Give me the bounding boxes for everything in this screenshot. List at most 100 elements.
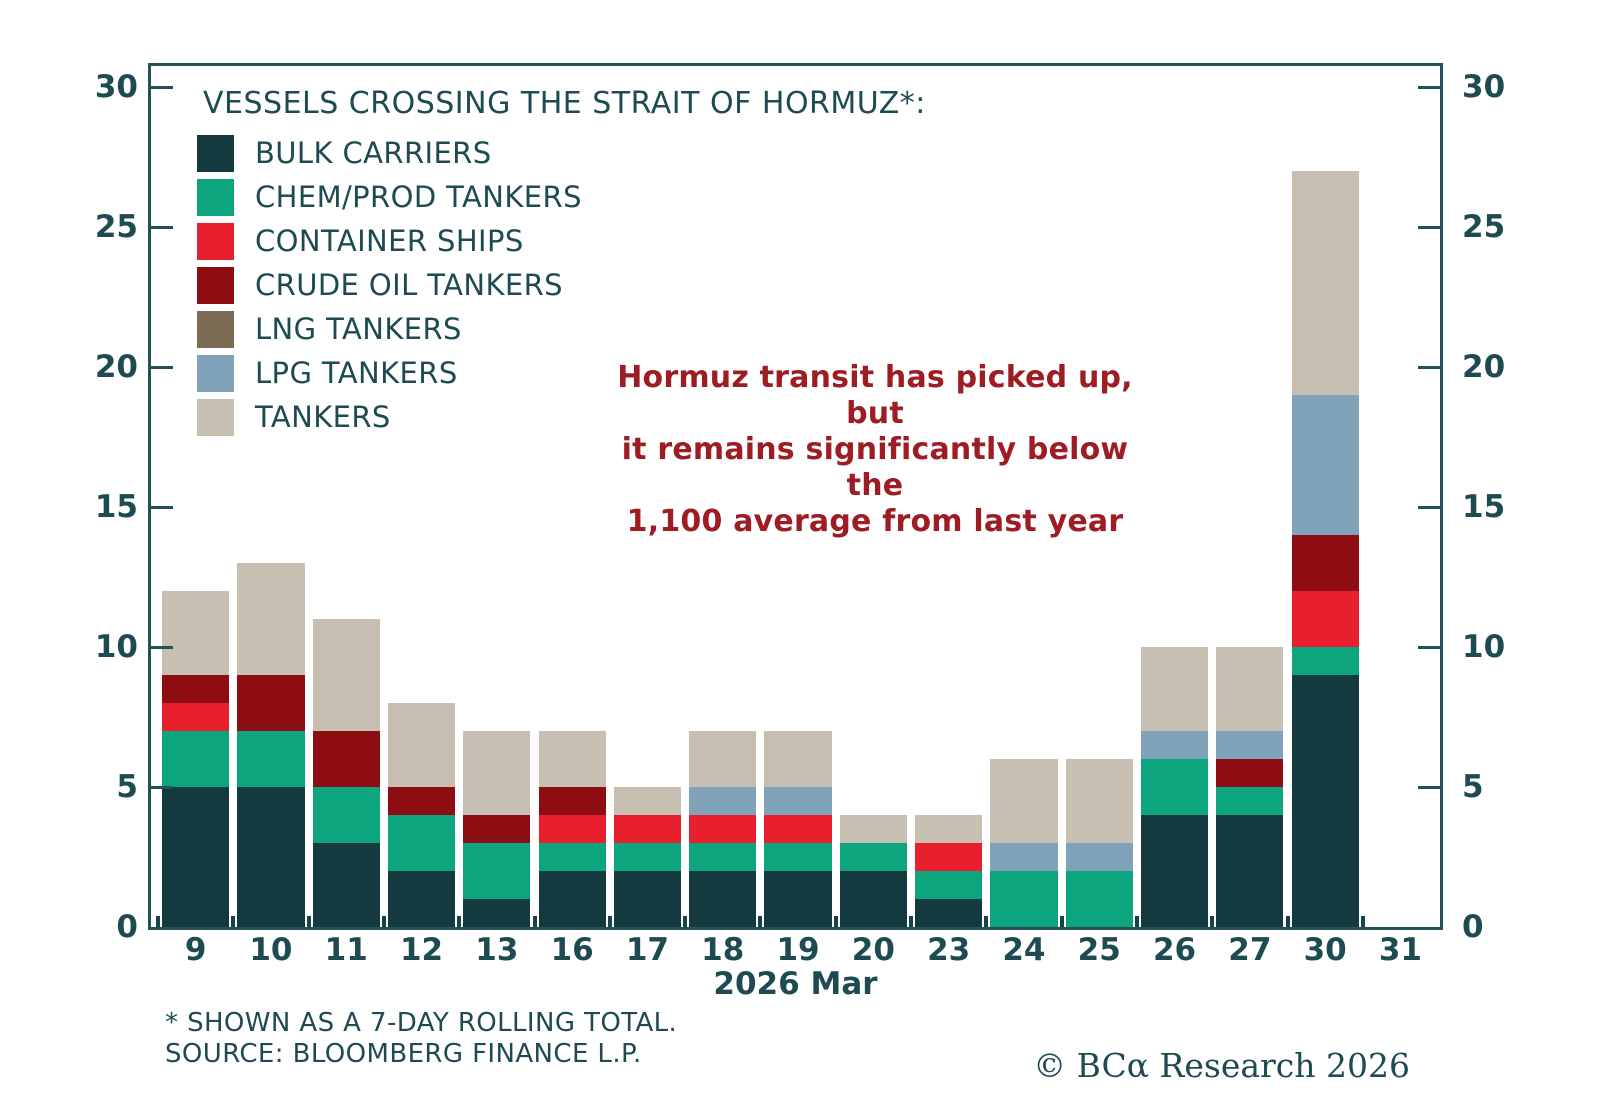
legend-label: BULK CARRIERS bbox=[255, 136, 492, 170]
bar-segment-chem-prod-tankers bbox=[990, 871, 1058, 927]
x-axis-label-11: 11 bbox=[324, 932, 368, 968]
y-axis-label-left-10: 10 bbox=[94, 629, 138, 665]
x-axis-label-27: 27 bbox=[1228, 932, 1272, 968]
x-tick-27 bbox=[1210, 916, 1215, 927]
bar-segment-bulk-carriers bbox=[387, 871, 456, 927]
bar-segment-bulk-carriers bbox=[764, 871, 832, 927]
footnote-source: SOURCE: BLOOMBERG FINANCE L.P. bbox=[165, 1039, 642, 1069]
bar-16 bbox=[538, 731, 606, 927]
bar-segment-tankers bbox=[538, 731, 606, 787]
bar-segment-bulk-carriers bbox=[463, 899, 531, 927]
x-axis-label-10: 10 bbox=[249, 932, 293, 968]
bar-segment-chem-prod-tankers bbox=[463, 843, 531, 899]
legend-label: TANKERS bbox=[255, 400, 391, 434]
y-tick-right-5 bbox=[1418, 786, 1440, 789]
legend-item-bulk-carriers: BULK CARRIERS bbox=[197, 134, 492, 172]
bar-segment-container-ships bbox=[1291, 591, 1359, 647]
x-tick-23 bbox=[909, 916, 913, 927]
bar-30 bbox=[1291, 171, 1359, 927]
legend-label: CRUDE OIL TANKERS bbox=[255, 268, 563, 302]
y-axis-label-left-20: 20 bbox=[94, 349, 138, 385]
bar-segment-lpg-tankers bbox=[1065, 843, 1133, 871]
legend-label: CHEM/PROD TANKERS bbox=[255, 180, 582, 214]
legend-item-lng-tankers: LNG TANKERS bbox=[197, 310, 462, 348]
bar-segment-crude-oil-tankers bbox=[463, 815, 531, 843]
bar-24 bbox=[990, 759, 1058, 927]
y-axis-label-right-5: 5 bbox=[1462, 769, 1484, 805]
bar-segment-chem-prod-tankers bbox=[1216, 787, 1284, 815]
bar-segment-tankers bbox=[839, 815, 907, 843]
y-axis-label-right-25: 25 bbox=[1462, 209, 1506, 245]
legend-item-chem-prod-tankers: CHEM/PROD TANKERS bbox=[197, 178, 582, 216]
bar-10 bbox=[237, 563, 305, 927]
bar-segment-container-ships bbox=[915, 843, 983, 871]
legend-swatch bbox=[197, 266, 234, 304]
bar-27 bbox=[1216, 647, 1284, 927]
legend-label: LPG TANKERS bbox=[255, 356, 458, 390]
y-tick-left-30 bbox=[151, 86, 173, 89]
bar-segment-tankers bbox=[387, 703, 456, 787]
bar-segment-bulk-carriers bbox=[1216, 815, 1284, 927]
bar-9 bbox=[162, 591, 230, 927]
bar-segment-crude-oil-tankers bbox=[1291, 535, 1359, 591]
bar-segment-bulk-carriers bbox=[1140, 815, 1209, 927]
x-tick-11 bbox=[306, 916, 311, 927]
y-axis-label-right-0: 0 bbox=[1462, 909, 1484, 945]
bar-13 bbox=[463, 731, 531, 927]
bar-segment-tankers bbox=[990, 759, 1058, 843]
annotation-line-1: Hormuz transit has picked up, but bbox=[617, 360, 1133, 431]
plot-area: VESSELS CROSSING THE STRAIT OF HORMUZ*: … bbox=[148, 63, 1443, 930]
y-axis-label-left-5: 5 bbox=[116, 769, 138, 805]
bar-segment-container-ships bbox=[538, 815, 606, 843]
bar-20 bbox=[839, 815, 907, 927]
y-tick-left-10 bbox=[151, 646, 173, 649]
y-tick-right-25 bbox=[1418, 226, 1440, 229]
x-axis-label-23: 23 bbox=[927, 932, 971, 968]
bar-segment-chem-prod-tankers bbox=[1065, 871, 1133, 927]
bar-segment-crude-oil-tankers bbox=[538, 787, 606, 815]
bar-segment-chem-prod-tankers bbox=[312, 787, 380, 843]
legend-item-lpg-tankers: LPG TANKERS bbox=[197, 354, 458, 392]
y-tick-right-10 bbox=[1418, 646, 1440, 649]
y-axis-label-left-15: 15 bbox=[94, 489, 138, 525]
footnotes: * SHOWN AS A 7-DAY ROLLING TOTAL. SOURCE… bbox=[165, 1008, 677, 1070]
bar-segment-crude-oil-tankers bbox=[387, 787, 456, 815]
y-axis-label-left-25: 25 bbox=[94, 209, 138, 245]
x-axis-label-26: 26 bbox=[1152, 932, 1197, 968]
bar-segment-container-ships bbox=[613, 815, 682, 843]
y-tick-left-5 bbox=[151, 786, 173, 789]
x-tick-17 bbox=[607, 916, 612, 927]
y-axis-label-right-15: 15 bbox=[1462, 489, 1506, 525]
y-axis-label-right-20: 20 bbox=[1462, 349, 1506, 385]
annotation: Hormuz transit has picked up, but it rem… bbox=[613, 360, 1137, 540]
bar-segment-container-ships bbox=[162, 703, 230, 731]
bar-segment-lpg-tankers bbox=[990, 843, 1058, 871]
bar-segment-tankers bbox=[915, 815, 983, 843]
annotation-line-2: it remains significantly below the bbox=[621, 432, 1129, 503]
bar-segment-chem-prod-tankers bbox=[613, 843, 682, 871]
y-axis-label-right-10: 10 bbox=[1462, 629, 1506, 665]
legend-swatch bbox=[197, 134, 234, 172]
y-tick-right-15 bbox=[1418, 506, 1440, 509]
branding-text: © BCα Research 2026 bbox=[1033, 1046, 1410, 1085]
bar-19 bbox=[764, 731, 832, 927]
legend-label: LNG TANKERS bbox=[255, 312, 462, 346]
x-axis-label-25: 25 bbox=[1077, 932, 1121, 968]
bar-segment-bulk-carriers bbox=[162, 787, 230, 927]
chart-title: VESSELS CROSSING THE STRAIT OF HORMUZ*: bbox=[203, 86, 926, 121]
bar-segment-bulk-carriers bbox=[237, 787, 305, 927]
bar-segment-tankers bbox=[237, 563, 305, 675]
bar-segment-chem-prod-tankers bbox=[839, 843, 907, 871]
bar-segment-chem-prod-tankers bbox=[387, 815, 456, 871]
x-tick-24 bbox=[984, 916, 989, 927]
x-tick-30 bbox=[1285, 916, 1290, 927]
bar-segment-tankers bbox=[613, 787, 682, 815]
bar-segment-chem-prod-tankers bbox=[237, 731, 305, 787]
bar-segment-crude-oil-tankers bbox=[312, 731, 380, 787]
bar-segment-chem-prod-tankers bbox=[162, 731, 230, 787]
bar-11 bbox=[312, 619, 380, 927]
bar-segment-chem-prod-tankers bbox=[538, 843, 606, 871]
x-axis-label-13: 13 bbox=[475, 932, 519, 968]
bar-23 bbox=[915, 815, 983, 927]
bar-segment-crude-oil-tankers bbox=[162, 675, 230, 703]
